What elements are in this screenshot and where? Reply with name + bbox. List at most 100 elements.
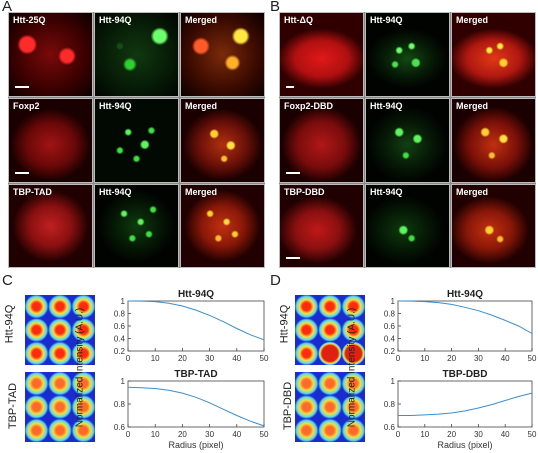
scale-bar: [15, 172, 29, 174]
y-tick-label: 0.8: [114, 310, 126, 319]
tile-b-1-1: Htt-ΔQ: [279, 12, 364, 97]
tile-a-1-2: Htt-94Q: [94, 12, 179, 97]
tile-a-3-3: Merged: [180, 184, 265, 268]
heatmap-cell: [48, 295, 72, 319]
heatmap-cell: [318, 395, 342, 419]
y-tick-label: 0.6: [114, 423, 126, 432]
x-tick-label: 40: [232, 430, 241, 439]
heatmap-cell: [318, 418, 342, 442]
heatmap-cell: [71, 318, 95, 342]
y-tick-label: 0.6: [384, 423, 396, 432]
y-tick-label: 0.4: [114, 335, 126, 344]
series-line: [397, 300, 533, 334]
heatmap-cell: [48, 418, 72, 442]
tile-label: Merged: [185, 187, 218, 197]
heatmap-cell: [48, 318, 72, 342]
heatmap-cell: [48, 372, 72, 396]
heatmap-cell: [295, 295, 319, 319]
heatmap-cell: [71, 372, 95, 396]
x-tick-label: 10: [151, 430, 160, 439]
x-tick-label: 10: [151, 354, 160, 363]
x-tick-label: 10: [420, 354, 429, 363]
scale-bar: [15, 86, 29, 88]
x-tick-label: 0: [126, 354, 131, 363]
heatmap-cell: [341, 395, 365, 419]
x-tick-label: 40: [232, 354, 241, 363]
plot-frame: [397, 380, 533, 428]
heatmap-c-tbp-tad: [25, 372, 95, 442]
tile-b-3-2: Htt-94Q: [365, 184, 450, 268]
tile-label: Merged: [456, 187, 489, 197]
heatmap-label-d-bottom: TBP-DBD: [282, 381, 295, 431]
x-tick-label: 0: [396, 354, 401, 363]
tile-b-1-2: Htt-94Q: [365, 12, 450, 97]
tile-label: Htt-94Q: [370, 101, 403, 111]
heatmap-label-c-top: Htt-94Q: [3, 304, 16, 344]
x-tick-label: 30: [205, 430, 214, 439]
tile-label: Htt-25Q: [13, 15, 46, 25]
heatmap-cell: [295, 395, 319, 419]
series-line: [398, 392, 533, 416]
tile-b-1-3: Merged: [451, 12, 536, 97]
heatmap-cell: [341, 341, 365, 365]
y-tick-label: 0.2: [114, 347, 126, 356]
heatmap-cell: [318, 318, 342, 342]
tile-label: Foxp2-DBD: [284, 101, 333, 111]
tile-label: Merged: [456, 101, 489, 111]
heatmap-cell: [25, 341, 49, 365]
x-tick-label: 20: [178, 354, 187, 363]
tile-label: Htt-94Q: [99, 15, 132, 25]
scale-bar: [286, 86, 294, 88]
x-tick-label: 0: [396, 430, 401, 439]
y-tick-label: 0.4: [384, 335, 396, 344]
ylabel-c: Normalized Intensity (A.U.): [74, 307, 86, 428]
tile-label: Htt-ΔQ: [284, 15, 313, 25]
tile-label: Merged: [456, 15, 489, 25]
chart-title: TBP-DBD: [443, 369, 488, 380]
y-tick-label: 0.2: [384, 347, 396, 356]
y-tick-label: 1: [121, 377, 126, 386]
tile-label: Htt-94Q: [99, 187, 132, 197]
x-tick-label: 0: [126, 430, 131, 439]
scale-bar: [286, 172, 300, 174]
tile-a-1-3: Merged: [180, 12, 265, 97]
tile-label: Htt-94Q: [370, 15, 403, 25]
panel-a-grid: Htt-25Q Htt-94Q Merged Foxp2 Htt-94Q Mer…: [8, 12, 265, 268]
y-tick-label: 0.8: [114, 400, 126, 409]
tile-a-1-1: Htt-25Q: [8, 12, 93, 97]
tile-label: TBP-TAD: [13, 187, 52, 197]
chart-title: Htt-94Q: [178, 289, 214, 300]
tile-label: Merged: [185, 101, 218, 111]
heatmap-cell: [48, 341, 72, 365]
tile-label: Merged: [185, 15, 218, 25]
tile-a-3-2: Htt-94Q: [94, 184, 179, 268]
heatmap-cell: [295, 341, 319, 365]
x-tick-label: 30: [474, 430, 483, 439]
x-tick-label: 40: [501, 430, 510, 439]
y-tick-label: 1: [391, 377, 396, 386]
x-tick-label: 40: [501, 354, 510, 363]
ylabel-d: Normalized Intensity (A.U.): [346, 307, 358, 428]
heatmap-d-tbp-dbd: [295, 372, 365, 442]
x-tick-label: 20: [178, 430, 187, 439]
chart-c-htt94q: Htt-94Q 0 10 20 30 40 50 0.2 0.4 0.6 0.8 1: [114, 289, 269, 363]
y-tick-label: 0.8: [384, 400, 396, 409]
tile-b-3-1: TBP-DBD: [279, 184, 364, 268]
y-tick-label: 1: [391, 297, 396, 306]
heatmap-cell: [48, 395, 72, 419]
y-tick-label: 0.6: [384, 322, 396, 331]
x-axis-label: Radius (pixel): [437, 440, 492, 450]
heatmap-cell: [25, 372, 49, 396]
x-tick-label: 20: [447, 354, 456, 363]
y-tick-label: 1: [121, 297, 126, 306]
tile-b-2-3: Merged: [451, 98, 536, 183]
series-line: [127, 386, 265, 427]
heatmap-cell: [25, 318, 49, 342]
x-tick-label: 50: [528, 430, 537, 439]
tile-b-2-1: Foxp2-DBD: [279, 98, 364, 183]
x-tick-label: 50: [260, 430, 269, 439]
plot-frame: [397, 300, 533, 352]
heatmap-cell: [318, 341, 342, 365]
heatmap-cell: [25, 295, 49, 319]
plot-frame: [127, 300, 265, 352]
